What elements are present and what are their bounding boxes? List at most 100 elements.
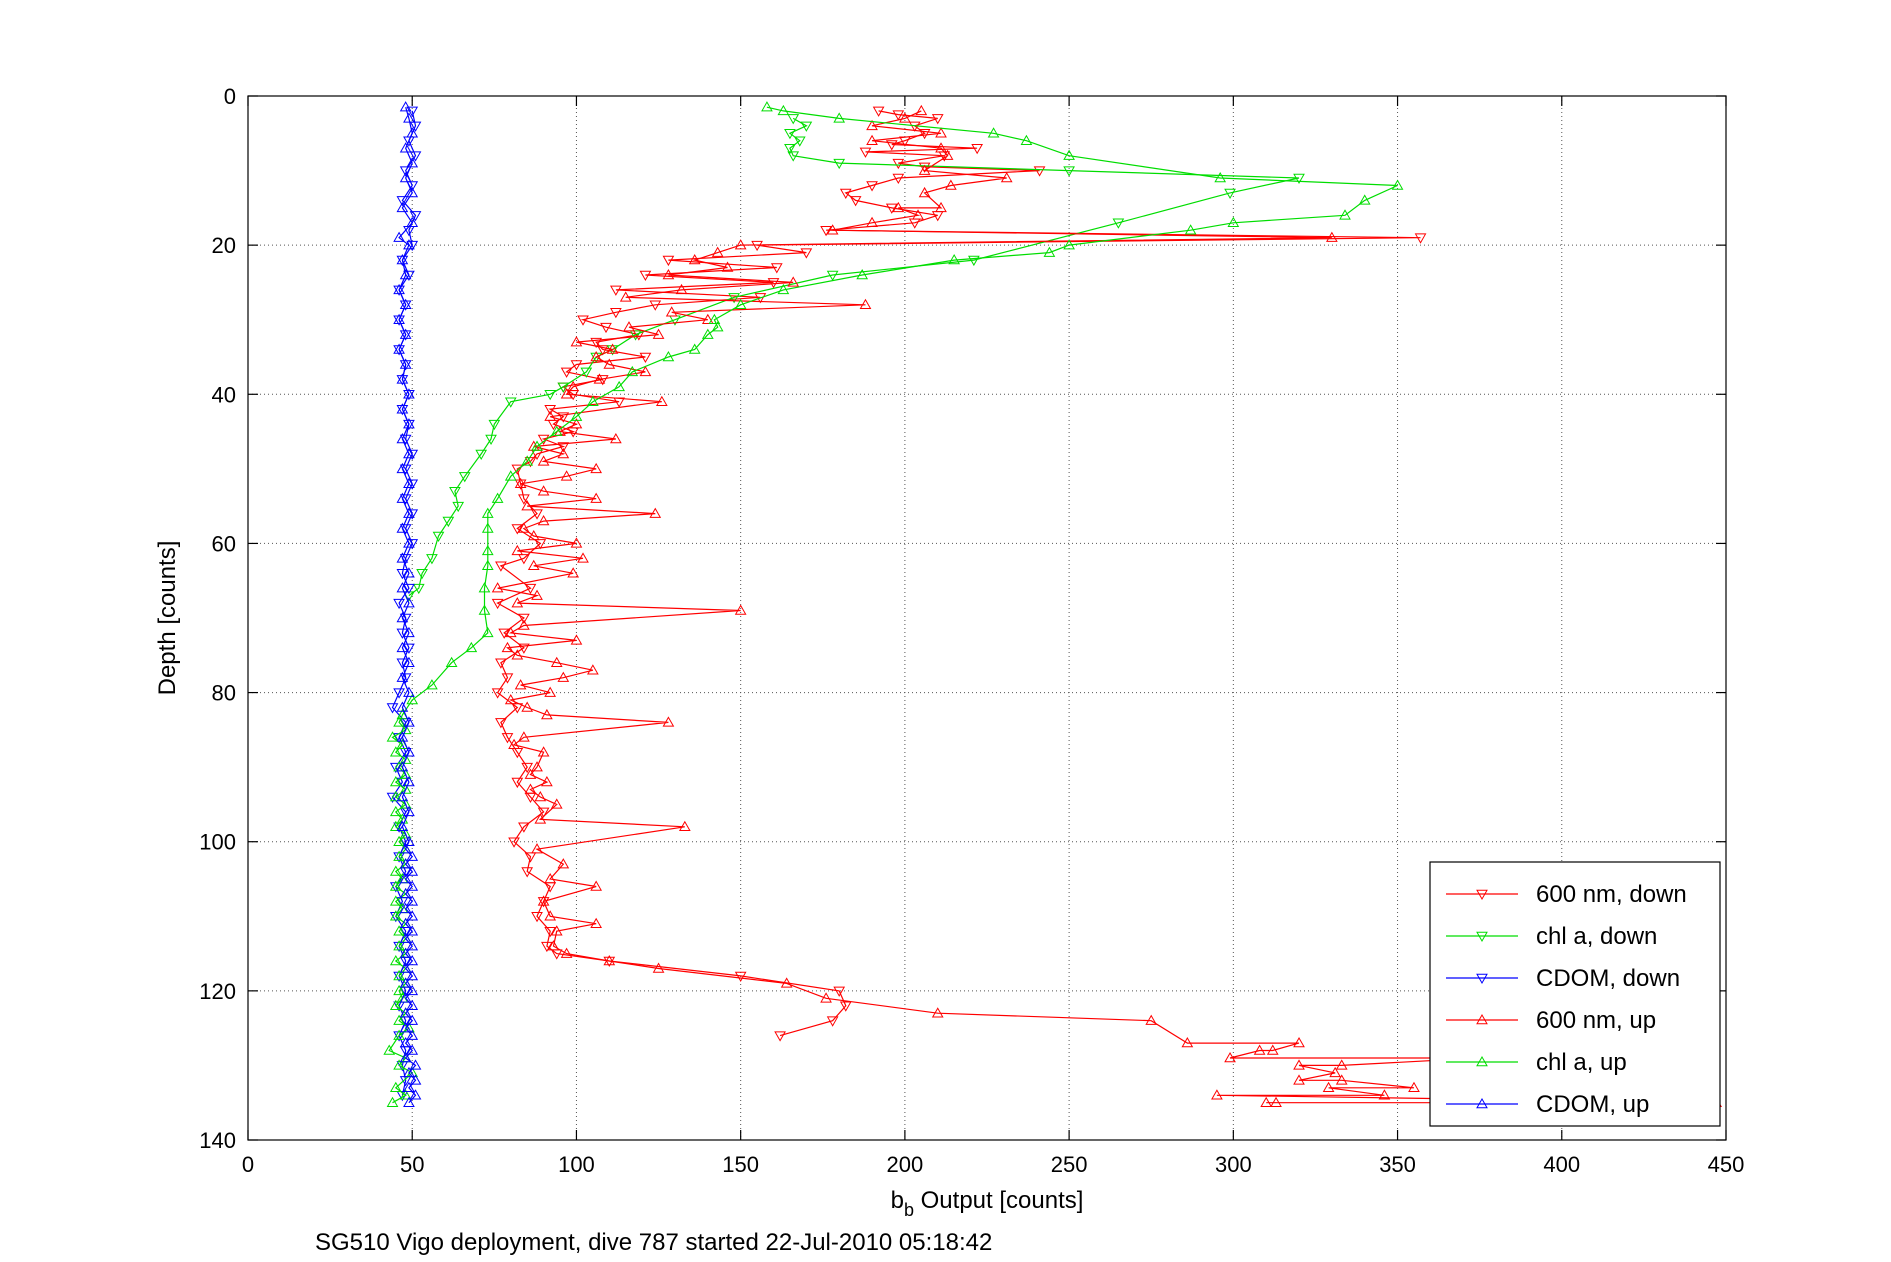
data-point	[389, 910, 402, 921]
data-point	[537, 807, 550, 818]
data-point	[833, 158, 846, 170]
data-point	[393, 1059, 405, 1070]
data-point	[393, 941, 405, 953]
data-point	[531, 509, 543, 520]
data-point	[629, 330, 642, 341]
data-point	[406, 999, 419, 1011]
x-axis-label: bb Output [counts]	[891, 1187, 1084, 1220]
data-point	[550, 425, 563, 436]
y-tick-label: 120	[199, 979, 236, 1004]
data-point	[541, 941, 553, 953]
data-point	[596, 345, 609, 356]
data-point	[734, 298, 747, 310]
data-point	[416, 569, 428, 580]
data-point	[885, 140, 898, 151]
data-point	[1358, 194, 1371, 205]
data-point	[590, 462, 603, 474]
data-point	[531, 843, 543, 854]
series-line-600-nm-up	[497, 110, 1717, 1104]
data-point	[784, 143, 796, 155]
data-point	[406, 509, 419, 520]
legend-label: 600 nm, up	[1536, 1007, 1656, 1034]
data-point	[406, 157, 419, 168]
data-point	[531, 440, 543, 451]
data-point	[396, 731, 409, 742]
data-point	[389, 805, 402, 817]
data-point	[409, 151, 422, 162]
data-point	[580, 367, 593, 378]
data-point	[557, 442, 570, 453]
data-point	[389, 912, 402, 923]
data-point	[547, 940, 560, 951]
figure-caption: SG510 Vigo deployment, dive 787 started …	[315, 1229, 992, 1256]
legend-swatch-marker	[1476, 1055, 1488, 1067]
data-point	[393, 1031, 405, 1042]
x-tick-label: 400	[1543, 1152, 1580, 1177]
data-point	[389, 820, 402, 832]
data-point	[508, 837, 520, 848]
data-point	[1253, 1044, 1266, 1055]
data-point	[389, 776, 402, 787]
data-point	[511, 777, 524, 789]
data-point	[396, 375, 409, 386]
data-point	[777, 283, 790, 295]
data-point	[406, 984, 419, 996]
data-point	[708, 313, 721, 324]
data-point	[560, 470, 573, 481]
data-point	[728, 293, 740, 304]
data-point	[393, 688, 405, 699]
data-point	[935, 142, 947, 153]
data-point	[511, 524, 524, 535]
data-point	[399, 843, 412, 854]
data-point	[518, 613, 530, 625]
data-point	[383, 1044, 396, 1055]
data-point	[600, 322, 612, 334]
data-point	[945, 179, 957, 190]
data-point	[399, 753, 412, 764]
data-point	[550, 925, 563, 936]
data-point	[501, 673, 514, 684]
data-point	[403, 626, 415, 638]
data-point	[1270, 1096, 1282, 1107]
data-point	[590, 880, 603, 891]
data-point	[1214, 172, 1227, 183]
data-point	[800, 248, 813, 259]
data-point	[406, 850, 419, 861]
data-point	[541, 708, 553, 720]
data-point	[567, 380, 580, 392]
data-point	[403, 835, 415, 846]
data-point	[406, 1044, 419, 1055]
data-point	[498, 628, 511, 639]
data-point	[406, 1014, 419, 1025]
data-point	[399, 1022, 412, 1033]
data-point	[403, 477, 415, 489]
x-tick-label: 100	[558, 1152, 595, 1177]
data-point	[711, 321, 724, 332]
data-point	[1227, 216, 1240, 228]
data-point	[393, 315, 405, 326]
legend-label: 600 nm, down	[1536, 881, 1687, 908]
data-point	[399, 300, 412, 311]
data-point	[409, 211, 422, 222]
data-point	[504, 397, 517, 408]
data-point	[399, 783, 412, 794]
data-point	[396, 611, 409, 623]
data-point	[485, 434, 497, 446]
data-point	[560, 367, 573, 378]
data-point	[403, 746, 415, 757]
data-point	[544, 390, 557, 401]
data-point	[521, 701, 534, 712]
data-point	[399, 992, 412, 1003]
data-point	[609, 433, 622, 444]
data-point	[968, 255, 980, 267]
legend-swatch-marker	[1476, 1013, 1488, 1025]
data-point	[662, 255, 675, 267]
series-line-cdom-up	[398, 107, 417, 1104]
data-point	[406, 186, 419, 198]
data-point	[872, 106, 885, 117]
y-tick-label: 0	[224, 84, 236, 109]
data-point	[1112, 218, 1125, 229]
data-point	[652, 962, 665, 973]
y-tick-label: 100	[199, 830, 236, 855]
data-point	[892, 173, 905, 185]
